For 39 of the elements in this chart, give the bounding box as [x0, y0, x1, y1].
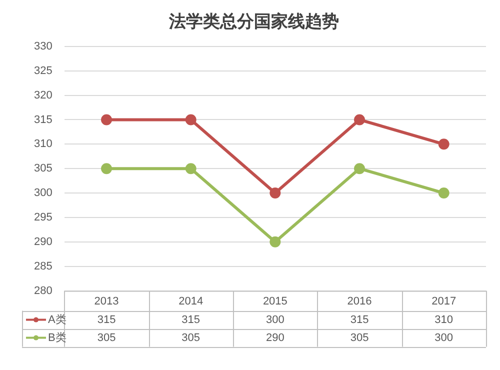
y-tick-label: 325 [34, 64, 52, 77]
x-tick-label: 2016 [347, 295, 372, 308]
data-label: 300 [434, 332, 454, 344]
x-tick-label: 2013 [94, 295, 119, 308]
x-tick-label: 2015 [262, 295, 288, 308]
point [101, 114, 112, 126]
data-label: 300 [266, 314, 284, 326]
x-tick-label: 2017 [432, 295, 456, 308]
point [354, 114, 366, 126]
point [354, 163, 366, 174]
y-tick-label: 285 [34, 260, 52, 272]
point [438, 188, 450, 199]
y-tick-label: 280 [34, 284, 52, 297]
y-tick-label: 320 [34, 89, 52, 102]
data-label: 315 [182, 314, 200, 326]
y-tick-label: 330 [34, 40, 52, 52]
legend-label: B类 [48, 330, 66, 344]
y-tick-label: 305 [34, 162, 52, 175]
data-label: 290 [266, 332, 284, 344]
data-label: 305 [182, 332, 200, 344]
data-label: 310 [434, 314, 454, 326]
y-tick-label: 295 [34, 212, 52, 224]
data-label: 315 [97, 314, 116, 326]
point [185, 163, 196, 174]
point [101, 163, 112, 174]
point [270, 236, 281, 248]
data-label: 305 [97, 332, 116, 344]
data-label: 315 [350, 314, 369, 326]
data-label: 305 [350, 332, 369, 344]
y-tick-label: 310 [34, 138, 52, 150]
legend-label: A类 [48, 312, 66, 326]
chart-title: 法学类总分国家线趋势 [168, 12, 339, 31]
point [438, 138, 450, 150]
y-tick-label: 315 [34, 114, 52, 126]
point [270, 188, 281, 199]
y-tick-label: 300 [34, 187, 52, 200]
x-tick-label: 2014 [178, 295, 204, 308]
y-tick-label: 290 [34, 236, 52, 248]
point [185, 114, 196, 126]
